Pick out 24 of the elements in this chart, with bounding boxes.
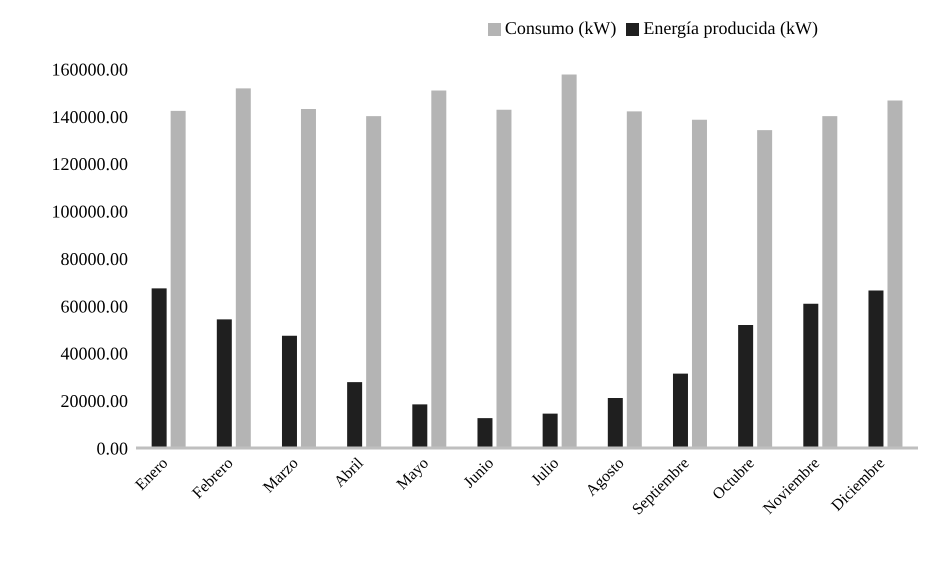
bar [216, 319, 232, 448]
bar [542, 414, 558, 448]
legend-label: Consumo (kW) [504, 18, 616, 38]
bar [868, 290, 884, 448]
bar [347, 382, 362, 448]
legend-label: Energía producida (kW) [643, 18, 818, 38]
y-tick-label: 0.00 [96, 438, 128, 458]
y-tick-label: 160000.00 [52, 59, 128, 80]
y-tick-label: 80000.00 [60, 248, 128, 269]
y-tick-label: 120000.00 [52, 154, 128, 174]
bar [608, 398, 623, 448]
bar [477, 418, 492, 448]
bar [152, 288, 167, 448]
x-tick-label: Julio [528, 454, 562, 489]
bar [738, 325, 754, 448]
y-tick-label: 140000.00 [52, 106, 128, 127]
bar [282, 336, 297, 448]
y-tick-label: 40000.00 [60, 344, 128, 364]
y-tick-label: 20000.00 [60, 391, 128, 412]
bar [672, 374, 688, 448]
bar [803, 304, 818, 448]
bar [412, 404, 428, 448]
y-tick-label: 100000.00 [52, 202, 128, 222]
y-tick-label: 60000.00 [60, 296, 128, 316]
